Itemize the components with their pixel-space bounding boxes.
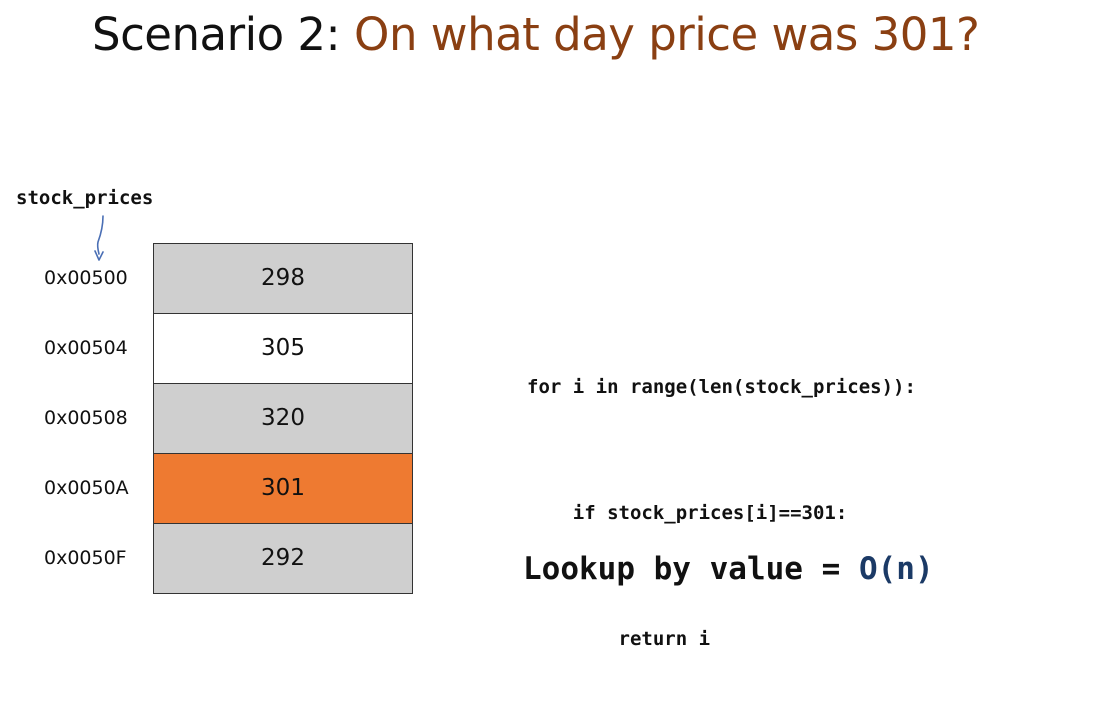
scenario-question: On what day price was 301? — [354, 8, 980, 61]
code-line: if stock_prices[i]==301: — [527, 502, 848, 524]
slide-title: Scenario 2: On what day price was 301? — [92, 6, 980, 64]
matched-array-cell: 301 — [153, 453, 413, 524]
linear-search-code: for i in range(len(stock_prices)): if st… — [527, 282, 916, 702]
memory-address: 0x00500 — [44, 267, 128, 289]
scenario-label: Scenario 2: — [92, 8, 355, 61]
array-cell: 292 — [153, 523, 413, 594]
memory-address: 0x00504 — [44, 337, 128, 359]
memory-address: 0x0050F — [44, 547, 127, 569]
array-cell: 305 — [153, 313, 413, 384]
complexity-statement: Lookup by value = O(n) — [523, 546, 934, 592]
memory-address: 0x0050A — [44, 477, 129, 499]
array-cell: 320 — [153, 383, 413, 454]
code-line: return i — [527, 628, 711, 650]
array-variable-name: stock_prices — [16, 187, 154, 209]
array-cell: 298 — [153, 243, 413, 314]
big-o-notation: O(n) — [858, 551, 934, 587]
memory-address: 0x00508 — [44, 407, 128, 429]
complexity-label: Lookup by value = — [523, 551, 859, 587]
code-line: for i in range(len(stock_prices)): — [527, 376, 916, 398]
pointer-arrow-icon — [94, 215, 104, 261]
memory-array: 0x00500 298 0x00504 305 0x00508 320 0x0050A 301… — [0, 0, 413, 594]
